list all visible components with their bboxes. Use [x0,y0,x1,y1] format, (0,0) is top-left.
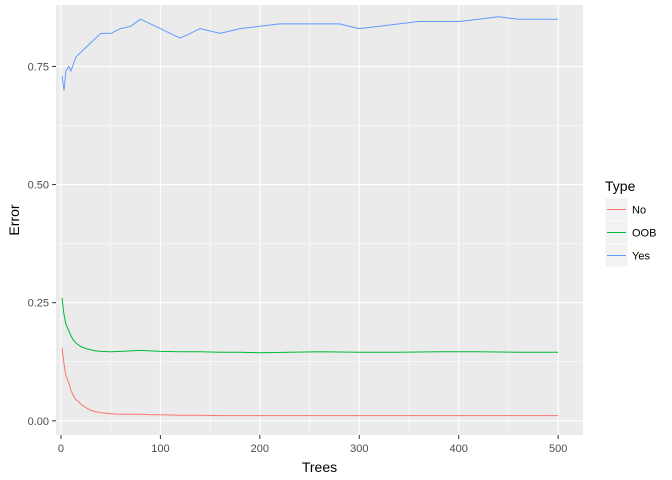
legend-label-no: No [632,205,646,217]
major-gridlines [56,5,583,435]
x-tick-label: 300 [350,443,368,455]
plot-panel [56,5,583,435]
y-axis: 0.00 0.25 0.50 0.75 [28,61,56,428]
legend-label-oob: OOB [632,228,656,240]
x-tick-label: 0 [58,443,64,455]
y-tick-label: 0.75 [28,61,49,73]
x-axis: 0 100 200 300 400 500 [58,435,567,455]
series-line-oob [61,297,559,354]
y-tick-label: 0.00 [28,416,49,428]
x-tick-label: 100 [151,443,169,455]
y-axis-title: Error [6,204,22,235]
series-line-no [61,347,559,417]
y-tick-label: 0.50 [28,180,49,192]
x-tick-label: 200 [251,443,269,455]
x-tick-label: 500 [549,443,567,455]
legend-label-yes: Yes [632,251,650,263]
x-tick-label: 400 [450,443,468,455]
y-tick-label: 0.25 [28,298,49,310]
series-line-yes [61,16,559,91]
x-axis-title: Trees [302,459,337,475]
legend-title: Type [605,178,636,194]
legend: Type No OOB Yes [604,178,656,268]
minor-gridlines [56,5,583,435]
series-lines [61,16,559,417]
